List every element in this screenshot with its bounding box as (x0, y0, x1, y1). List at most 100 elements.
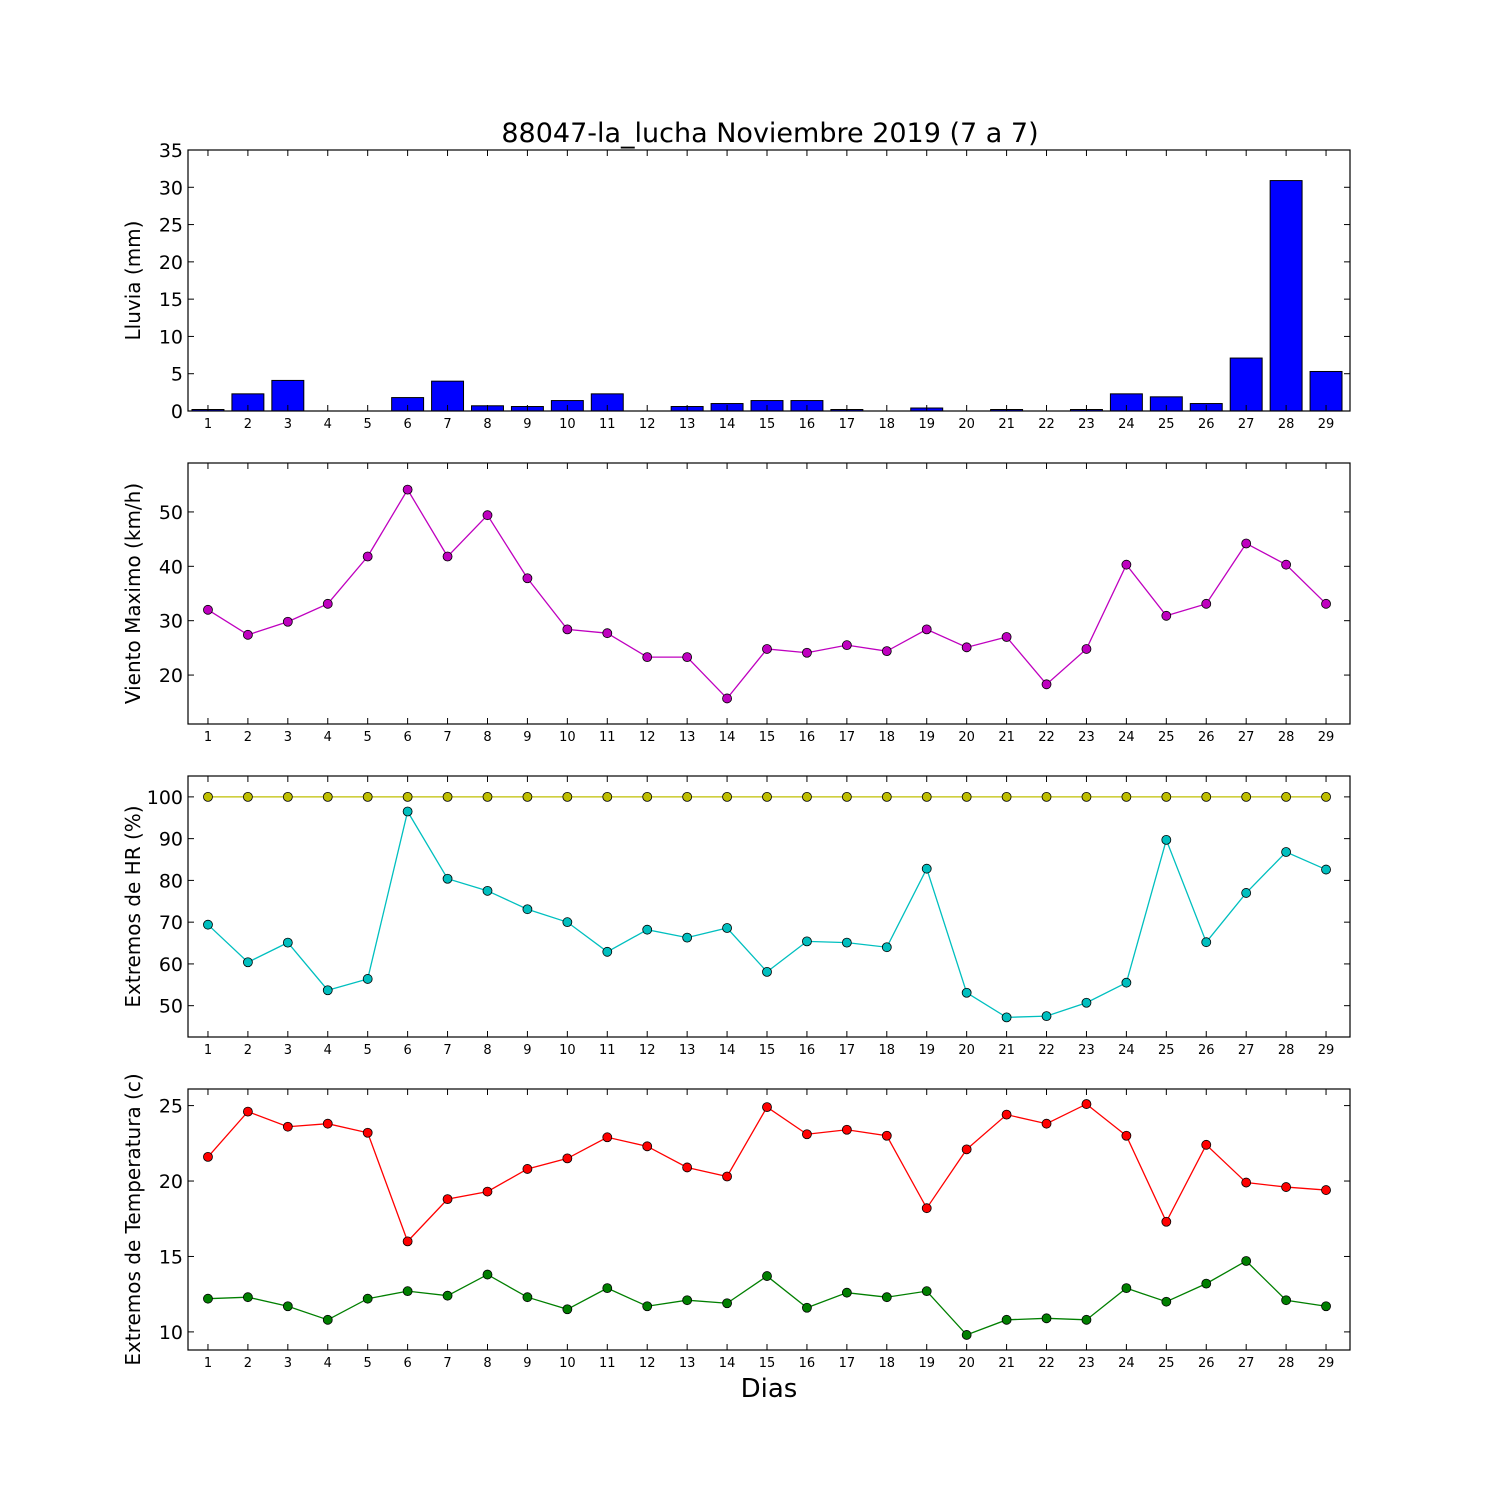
series-1-point-day-5 (362, 791, 373, 802)
series-2-point-day-20 (961, 1330, 972, 1340)
x-tick-label: 29 (1318, 1356, 1335, 1371)
series-1-point-day-4 (322, 791, 333, 802)
series-1-point-day-7 (442, 551, 453, 562)
x-tick-label: 12 (639, 730, 656, 745)
x-tick-label: 16 (799, 1356, 816, 1371)
series-1-line (207, 1103, 1327, 1243)
x-tick-label: 6 (403, 730, 411, 745)
series-1-point-day-18 (881, 791, 892, 802)
x-tick-label: 13 (679, 1043, 696, 1058)
series-1-point-day-17 (841, 1124, 852, 1135)
series-2-point-day-13 (682, 1295, 693, 1306)
x-tick-label: 28 (1278, 1356, 1295, 1371)
series-2-point-day-3 (282, 1301, 293, 1312)
series-1-point-day-6 (402, 1236, 413, 1247)
x-tick-label: 24 (1118, 1356, 1135, 1371)
y-tick-label: 20 (159, 252, 183, 274)
x-tick-label: 26 (1198, 1043, 1215, 1058)
axes-frame (187, 775, 1351, 1038)
series-1-point-day-7 (442, 791, 453, 802)
series-1-point-day-18 (881, 646, 892, 657)
series-2-point-day-25 (1161, 1296, 1172, 1307)
x-tick-label: 3 (284, 730, 292, 745)
series-1-point-day-24 (1121, 791, 1132, 802)
series-2-point-day-26 (1201, 1278, 1212, 1289)
series-2-point-day-16 (802, 936, 812, 947)
x-tick-label: 25 (1158, 1356, 1175, 1371)
series-1-point-day-28 (1281, 559, 1292, 570)
x-tick-label: 9 (523, 1356, 531, 1371)
x-tick-label: 27 (1238, 730, 1255, 745)
series-1-point-day-9 (522, 791, 533, 802)
series-1-point-day-10 (562, 624, 573, 635)
x-tick-label: 15 (759, 1356, 776, 1371)
x-tick-label: 29 (1318, 417, 1335, 432)
series-1-point-day-27 (1241, 538, 1252, 549)
y-axis-label: Lluvia (mm) (121, 221, 145, 341)
x-tick-label: 14 (719, 417, 736, 432)
series-2-point-day-16 (802, 1302, 812, 1313)
series-2-point-day-2 (242, 1292, 253, 1303)
series-1-point-day-28 (1281, 791, 1292, 802)
y-axis-label: Extremos de Temperatura (c) (121, 1073, 145, 1365)
series-2-point-day-13 (682, 932, 693, 943)
y-tick-label: 25 (159, 1096, 183, 1118)
x-tick-label: 23 (1078, 417, 1095, 432)
x-tick-label: 29 (1318, 730, 1335, 745)
y-tick-label: 10 (159, 326, 183, 348)
y-tick-label: 70 (159, 912, 183, 934)
series-1-point-day-2 (242, 629, 253, 640)
series-1-point-day-22 (1041, 791, 1052, 802)
x-tick-label: 11 (599, 1356, 616, 1371)
y-tick-label: 30 (159, 177, 183, 199)
series-1-line (207, 488, 1327, 700)
x-tick-label: 28 (1278, 1043, 1295, 1058)
series-2-point-day-5 (362, 974, 373, 984)
x-tick-label: 13 (679, 1356, 696, 1371)
x-tick-label: 18 (879, 1356, 896, 1371)
x-tick-label: 1 (204, 417, 212, 432)
x-tick-label: 14 (719, 730, 736, 745)
series-2-point-day-3 (282, 937, 293, 948)
series-2-point-day-19 (921, 863, 932, 874)
x-tick-label: 18 (879, 417, 896, 432)
y-tick-label: 5 (171, 364, 183, 386)
y-tick-label: 90 (159, 829, 183, 851)
x-tick-label: 8 (483, 417, 491, 432)
x-tick-label: 19 (918, 1356, 935, 1371)
axes-frame (187, 149, 1351, 412)
series-1-point-day-5 (362, 551, 373, 562)
x-tick-label: 10 (559, 417, 576, 432)
x-tick-label: 22 (1038, 730, 1055, 745)
series-1-point-day-10 (562, 1153, 573, 1164)
x-tick-label: 1 (204, 730, 212, 745)
x-tick-label: 6 (403, 1043, 411, 1058)
axes-frame (187, 462, 1351, 725)
x-tick-label: 12 (639, 1043, 656, 1058)
y-tick-label: 10 (159, 1322, 183, 1344)
series-1-point-day-28 (1281, 1182, 1292, 1192)
series-1-point-day-13 (682, 652, 693, 663)
series-1-point-day-13 (682, 791, 693, 802)
series-1-point-day-21 (1001, 1109, 1012, 1120)
series-1-point-day-26 (1201, 1139, 1212, 1150)
series-2-point-day-9 (522, 904, 533, 915)
series-2-line (207, 809, 1327, 1019)
x-tick-label: 15 (759, 417, 776, 432)
x-tick-label: 19 (918, 1043, 935, 1058)
x-tick-label: 22 (1038, 417, 1055, 432)
series-1-point-day-17 (841, 640, 852, 651)
series-1-point-day-29 (1321, 791, 1331, 802)
y-tick-label: 20 (159, 665, 183, 687)
x-tick-label: 24 (1118, 730, 1135, 745)
bar-day-28 (1269, 180, 1303, 412)
x-tick-label: 5 (364, 1356, 372, 1371)
x-tick-label: 17 (839, 1356, 856, 1371)
x-tick-label: 26 (1198, 417, 1215, 432)
x-tick-label: 2 (244, 417, 252, 432)
series-2-point-day-18 (881, 1292, 892, 1303)
x-tick-label: 25 (1158, 417, 1175, 432)
series-2-point-day-8 (482, 885, 493, 896)
series-2-point-day-26 (1201, 937, 1212, 948)
